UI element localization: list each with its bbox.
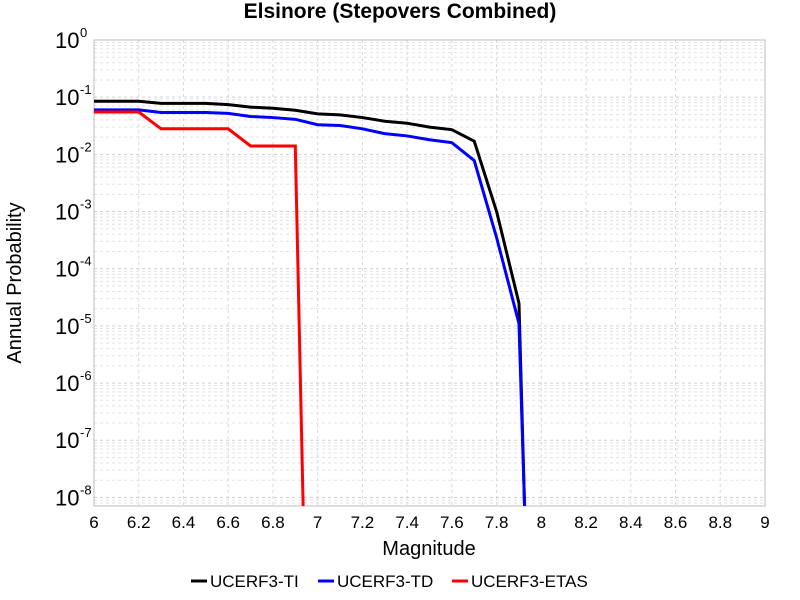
x-tick-label: 7.6 <box>440 513 464 532</box>
legend-item-ucerf3-etas: UCERF3-ETAS <box>452 572 588 591</box>
x-tick-label: 8 <box>537 513 546 532</box>
x-axis-label: Magnitude <box>382 538 475 560</box>
y-tick-label: 10 -7 <box>55 425 92 453</box>
y-tick-exponent: -1 <box>80 82 92 97</box>
legend: UCERF3-TI UCERF3-TD UCERF3-ETAS <box>191 572 588 591</box>
y-tick-exponent: -4 <box>80 254 92 269</box>
y-tick-base: 10 <box>55 314 79 339</box>
x-tick-label: 7.2 <box>351 513 375 532</box>
legend-item-ucerf3-td: UCERF3-TD <box>318 572 433 591</box>
y-tick-base: 10 <box>55 371 79 396</box>
series-layer <box>94 99 527 507</box>
y-tick-base: 10 <box>55 142 79 167</box>
grid-layer <box>93 40 766 506</box>
y-tick-label: 10 -4 <box>55 254 92 282</box>
y-tick-exponent: -7 <box>80 425 92 440</box>
x-tick-label: 7.8 <box>485 513 509 532</box>
x-tick-label: 6 <box>89 513 98 532</box>
legend-label: UCERF3-TD <box>337 572 433 591</box>
chart-title: Elsinore (Stepovers Combined) <box>244 0 557 23</box>
y-tick-base: 10 <box>55 85 79 110</box>
x-tick-label: 6.4 <box>172 513 196 532</box>
y-tick-label: 10 -2 <box>55 139 92 167</box>
y-tick-label: 10 -8 <box>55 482 92 510</box>
y-tick-base: 10 <box>55 428 79 453</box>
x-tick-label: 8.2 <box>574 513 598 532</box>
x-tick-label: 8.4 <box>619 513 643 532</box>
y-tick-label: 10 0 <box>55 25 87 53</box>
y-tick-label: 10 -5 <box>55 311 92 339</box>
plot-frame <box>93 39 766 507</box>
series-line-ucerf3-etas <box>94 110 305 507</box>
y-tick-base: 10 <box>55 257 79 282</box>
x-axis-ticks: 6 6.2 6.4 6.6 6.8 7 7.2 7.4 7.6 7.8 8 8.2 8.4 8.6 8.8 9 <box>89 513 769 532</box>
y-tick-label: 10 -6 <box>55 368 92 396</box>
y-tick-base: 10 <box>55 200 79 225</box>
x-tick-label: 8.8 <box>708 513 732 532</box>
legend-label: UCERF3-TI <box>210 572 299 591</box>
y-tick-exponent: -5 <box>80 311 92 326</box>
y-tick-label: 10 -1 <box>55 82 92 110</box>
x-tick-label: 7 <box>313 513 322 532</box>
x-tick-label: 9 <box>760 513 769 532</box>
y-tick-exponent: -3 <box>80 197 92 212</box>
legend-item-ucerf3-ti: UCERF3-TI <box>191 572 299 591</box>
y-tick-exponent: 0 <box>80 25 87 40</box>
legend-label: UCERF3-ETAS <box>471 572 588 591</box>
y-tick-label: 10 -3 <box>55 197 92 225</box>
y-tick-base: 10 <box>55 485 79 510</box>
x-tick-label: 6.6 <box>216 513 240 532</box>
y-axis-label: Annual Probability <box>4 202 26 363</box>
y-tick-base: 10 <box>55 28 79 53</box>
y-tick-exponent: -2 <box>80 139 92 154</box>
series-line-ucerf3-ti <box>94 99 527 507</box>
y-tick-exponent: -8 <box>80 482 92 497</box>
series-line-ucerf3-td <box>94 108 527 507</box>
x-tick-label: 6.2 <box>127 513 151 532</box>
y-tick-exponent: -6 <box>80 368 92 383</box>
x-tick-label: 7.4 <box>395 513 419 532</box>
x-tick-label: 6.8 <box>261 513 285 532</box>
x-tick-label: 8.6 <box>664 513 688 532</box>
